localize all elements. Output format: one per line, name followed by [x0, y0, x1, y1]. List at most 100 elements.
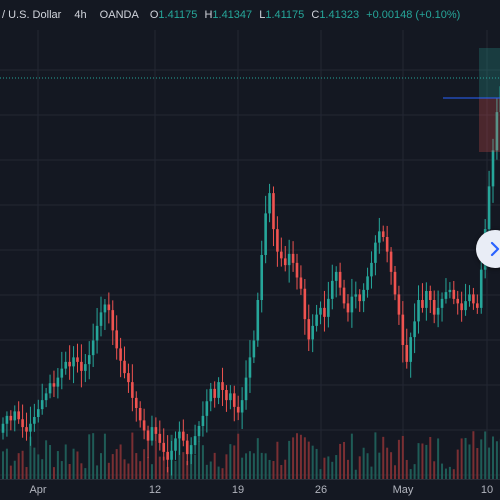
candle-body: [17, 411, 20, 420]
candle-body: [162, 442, 166, 452]
volume-bar: [162, 456, 165, 480]
candle-body: [217, 382, 220, 398]
volume-bar: [166, 466, 169, 480]
candle-body: [221, 382, 224, 390]
volume-bar: [80, 463, 83, 480]
volume-bar: [92, 433, 95, 480]
volume-bar: [433, 461, 436, 480]
volume-bar: [13, 460, 16, 480]
volume-bar: [52, 467, 55, 480]
volume-bar: [76, 451, 79, 480]
candle-body: [91, 340, 95, 356]
candle-body: [72, 357, 75, 367]
candle-body: [115, 330, 118, 349]
candle-body: [174, 438, 177, 451]
volume-bar: [56, 451, 59, 480]
low-value: 1.41175: [265, 9, 305, 21]
volume-bar: [472, 431, 475, 480]
open-label: O: [149, 9, 159, 21]
candle-body: [40, 400, 44, 410]
candle-body: [21, 419, 24, 428]
candle-body: [425, 291, 428, 308]
volume-bar: [150, 464, 153, 480]
change-value: +0.00148 (+0.10%): [366, 9, 461, 21]
volume-bar: [237, 433, 240, 480]
volume-bar: [213, 452, 216, 480]
volume-bar: [315, 448, 318, 480]
candle-body: [448, 289, 452, 293]
candle-body: [405, 345, 409, 362]
volume-bar: [154, 440, 157, 480]
candle-body: [397, 294, 401, 315]
candle-body: [276, 229, 279, 252]
volume-bar: [296, 433, 298, 480]
close-value: 1.41323: [319, 9, 360, 21]
interval-label[interactable]: 4h: [74, 9, 87, 21]
candle-body: [25, 427, 28, 432]
volume-bar: [382, 436, 385, 480]
candle-body: [44, 393, 48, 401]
volume-bar: [390, 452, 393, 480]
candle-body: [409, 337, 412, 362]
candle-body: [158, 433, 162, 443]
candle-body: [401, 314, 405, 345]
volume-bar: [362, 447, 365, 480]
volume-bar: [264, 453, 267, 480]
volume-bar: [147, 457, 150, 480]
candle-body: [366, 276, 369, 290]
candle-body: [76, 357, 79, 362]
candle-body: [346, 303, 350, 313]
candle-body: [303, 288, 307, 320]
candle-body: [456, 298, 460, 304]
volume-bar: [366, 453, 369, 480]
volume-bar: [217, 466, 220, 480]
candle-body: [256, 300, 260, 341]
candle-body: [252, 340, 256, 358]
long-position-stop-zone: [479, 98, 500, 152]
volume-bar: [284, 459, 287, 480]
time-axis[interactable]: Apr 12 19 26 May 10: [0, 479, 500, 500]
volume-bar: [460, 438, 463, 480]
candle-body: [334, 271, 338, 281]
candle-body: [385, 237, 389, 252]
volume-bar: [84, 468, 87, 480]
candle-body: [323, 307, 326, 317]
volume-bar: [484, 431, 487, 480]
candle-body: [197, 426, 201, 437]
candle-body: [354, 294, 358, 297]
candle-body: [229, 393, 232, 401]
candle-body: [9, 415, 13, 421]
candle-body: [381, 231, 385, 237]
time-tick-label: 12: [148, 484, 162, 496]
candle-body: [80, 361, 83, 371]
volume-bar: [444, 468, 447, 480]
candle-body: [127, 373, 130, 383]
open-value: 1.41175: [158, 9, 198, 21]
candle-body: [307, 319, 311, 340]
candle-body: [327, 298, 330, 317]
volume-bar: [272, 461, 275, 480]
volume-bar: [311, 445, 314, 480]
volume-bar: [276, 441, 279, 480]
volume-bar: [343, 441, 346, 480]
candle-body: [421, 300, 424, 308]
candle-body: [428, 291, 432, 300]
candle-body: [487, 186, 491, 230]
volume-bar: [394, 465, 396, 480]
candle-body: [283, 258, 287, 266]
candle-body: [417, 300, 420, 322]
volume-bar: [178, 436, 181, 480]
volume-bar: [88, 434, 91, 480]
candle-body: [319, 307, 322, 315]
candle-body: [268, 193, 271, 214]
candle-body: [272, 193, 275, 230]
volume-bar: [143, 449, 146, 480]
time-tick-label: Apr: [29, 484, 47, 496]
volume-bar: [127, 463, 130, 480]
candle-body: [280, 251, 283, 259]
candle-body: [60, 368, 64, 378]
scroll-to-realtime-button[interactable]: [476, 230, 500, 268]
symbol-name[interactable]: / U.S. Dollar: [2, 9, 62, 21]
